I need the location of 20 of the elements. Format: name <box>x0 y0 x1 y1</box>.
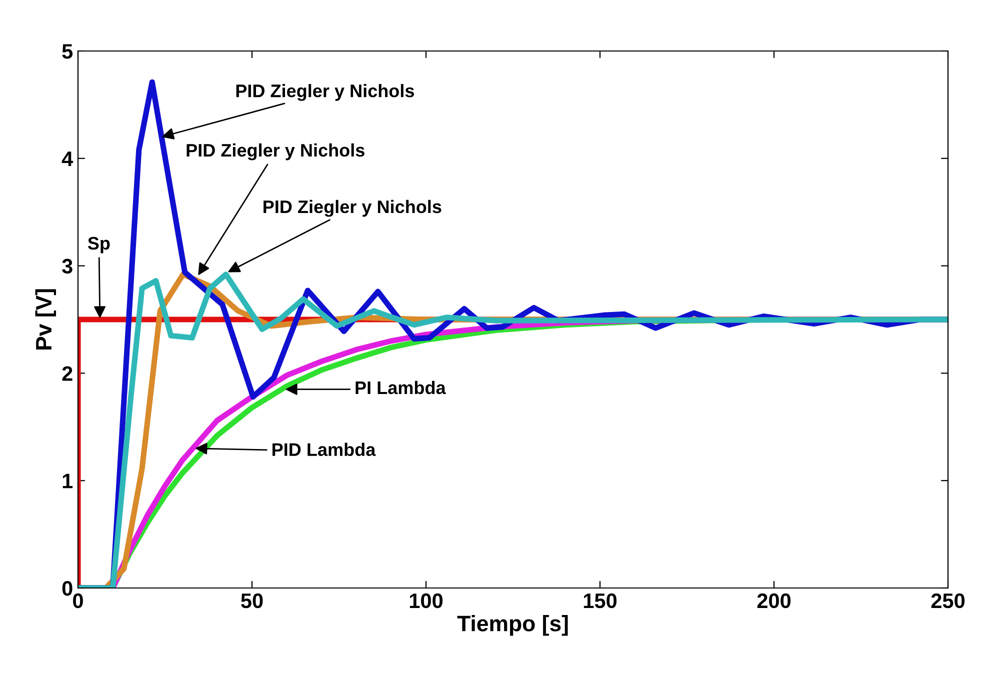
x-tick-label: 150 <box>584 593 617 608</box>
y-tick-label: 1 <box>62 474 73 488</box>
annotation: PID Lambda <box>272 442 376 456</box>
x-tick-label: 100 <box>410 593 443 608</box>
annotation: PID Ziegler y Nichols <box>264 200 442 217</box>
y-tick-label: 0 <box>62 581 72 596</box>
x-tick-label: 50 <box>241 593 263 608</box>
x-tick-label: 250 <box>931 593 965 608</box>
y-tick-label: 5 <box>62 44 73 59</box>
annotation: PI Lambda <box>356 380 446 394</box>
y-tick-label: 2 <box>62 366 72 381</box>
annotation: PID Ziegler y Nichols <box>186 143 364 160</box>
y-axis-title: Pv [V] <box>35 289 56 350</box>
annotation: PID Ziegler y Nichols <box>236 84 414 101</box>
y-tick-label: 3 <box>62 258 72 274</box>
x-tick-label: 0 <box>73 593 83 608</box>
x-tick-label: 200 <box>757 593 791 608</box>
y-tick-label: 4 <box>62 152 74 166</box>
x-axis-title: Tiempo [s] <box>457 615 568 636</box>
annotation: Sp <box>88 236 110 254</box>
